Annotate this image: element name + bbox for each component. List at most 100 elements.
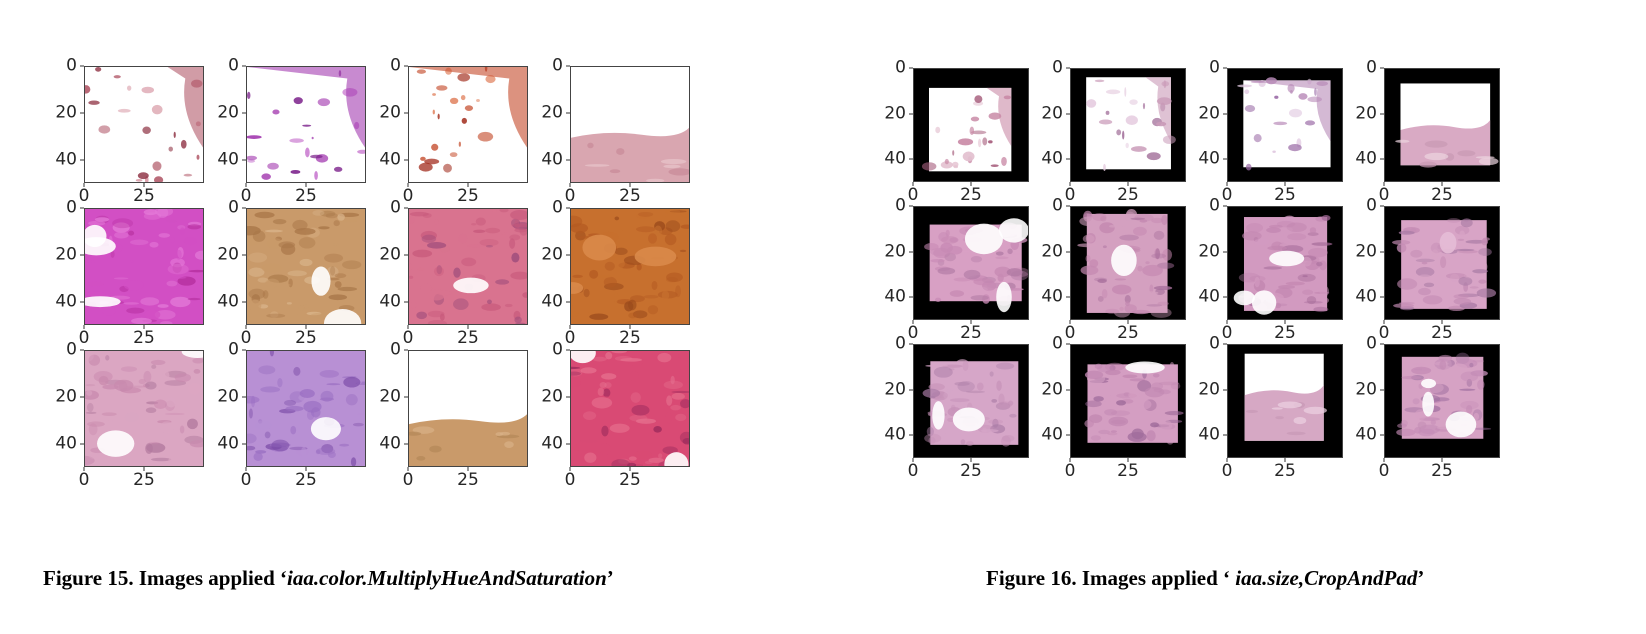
x-tick-label: 25	[1274, 461, 1296, 481]
histology-image	[246, 66, 366, 183]
y-tick-label: 20	[541, 244, 563, 265]
y-tick-mark	[1066, 389, 1070, 391]
x-tick-mark	[970, 458, 972, 462]
x-tick-label: 0	[1221, 323, 1233, 343]
x-tick-label: 25	[960, 461, 982, 481]
y-tick-label: 0	[66, 339, 77, 360]
x-tick-mark	[912, 320, 914, 324]
y-tick-mark	[242, 159, 246, 161]
y-tick-label: 0	[895, 333, 906, 354]
y-tick-mark	[1223, 113, 1227, 115]
y-tick-mark	[242, 254, 246, 256]
y-tick-mark	[1223, 343, 1227, 345]
y-tick-mark	[909, 113, 913, 115]
x-tick-label: 0	[907, 461, 919, 481]
y-tick-mark	[909, 67, 913, 69]
y-tick-mark	[566, 207, 570, 209]
x-tick-mark	[1383, 320, 1385, 324]
figure-caption: Figure 16. Images applied ‘ iaa.size,Cro…	[986, 566, 1424, 591]
y-tick-label: 0	[228, 197, 239, 218]
x-tick-mark	[143, 325, 145, 329]
caption-prefix: Figure 15. Images applied ‘	[43, 566, 288, 590]
histology-image	[913, 68, 1029, 182]
histology-image	[1384, 344, 1500, 458]
histology-image	[246, 208, 366, 325]
y-tick-mark	[1380, 343, 1384, 345]
y-tick-label: 40	[884, 424, 906, 445]
y-tick-label: 40	[1198, 148, 1220, 169]
y-tick-label: 0	[1052, 333, 1063, 354]
x-tick-label: 25	[133, 328, 155, 348]
y-tick-label: 0	[390, 339, 401, 360]
y-tick-mark	[909, 343, 913, 345]
x-tick-label: 25	[457, 328, 479, 348]
x-tick-mark	[1441, 320, 1443, 324]
y-tick-mark	[1223, 251, 1227, 253]
y-tick-label: 40	[217, 433, 239, 454]
x-tick-label: 0	[564, 186, 576, 206]
y-tick-mark	[242, 301, 246, 303]
y-tick-mark	[909, 434, 913, 436]
caption-method: iaa.size,CropAndPad	[1235, 566, 1418, 590]
x-tick-label: 0	[1221, 461, 1233, 481]
y-tick-mark	[909, 205, 913, 207]
histology-image	[84, 66, 204, 183]
histology-image	[84, 350, 204, 467]
caption-suffix: ’	[1417, 566, 1425, 590]
x-tick-label: 25	[960, 323, 982, 343]
x-tick-label: 0	[240, 328, 252, 348]
y-tick-label: 0	[895, 195, 906, 216]
x-tick-label: 0	[1064, 461, 1076, 481]
x-tick-label: 25	[1274, 323, 1296, 343]
y-tick-mark	[566, 443, 570, 445]
x-tick-label: 0	[564, 328, 576, 348]
figure-15: 0 20 40 0 25 0 20 40 0 25 0 20 40 0 25 0 20 40 0 25 0 20 40 0 25…	[0, 0, 820, 634]
y-tick-mark	[1380, 434, 1384, 436]
figure-16: 0 20 40 0 25 0 20 40 0 25 0 20 40 0 25 0 20 40 0 25 0 20 40 0 25…	[880, 0, 1646, 634]
y-tick-mark	[80, 443, 84, 445]
y-tick-mark	[404, 65, 408, 67]
x-tick-label: 25	[1431, 461, 1453, 481]
caption-method: iaa.color.MultiplyHueAndSaturation	[287, 566, 607, 590]
y-tick-label: 40	[541, 291, 563, 312]
y-tick-mark	[1066, 113, 1070, 115]
y-tick-mark	[1066, 158, 1070, 160]
y-tick-mark	[566, 396, 570, 398]
y-tick-mark	[1380, 205, 1384, 207]
x-tick-label: 25	[619, 186, 641, 206]
histology-image	[408, 66, 528, 183]
y-tick-mark	[1223, 205, 1227, 207]
histology-image	[570, 66, 690, 183]
y-tick-mark	[404, 301, 408, 303]
x-tick-label: 25	[1117, 323, 1139, 343]
y-tick-label: 20	[55, 244, 77, 265]
y-tick-label: 20	[217, 386, 239, 407]
y-tick-label: 0	[228, 339, 239, 360]
x-tick-mark	[569, 467, 571, 471]
x-tick-mark	[1069, 458, 1071, 462]
y-tick-mark	[404, 349, 408, 351]
y-tick-label: 20	[379, 386, 401, 407]
y-tick-label: 40	[1041, 286, 1063, 307]
y-tick-mark	[242, 349, 246, 351]
y-tick-label: 0	[390, 197, 401, 218]
x-tick-label: 0	[564, 470, 576, 490]
y-tick-mark	[1380, 67, 1384, 69]
y-tick-label: 40	[217, 149, 239, 170]
y-tick-mark	[1066, 251, 1070, 253]
histology-image	[84, 208, 204, 325]
x-tick-label: 0	[907, 185, 919, 205]
y-tick-mark	[404, 396, 408, 398]
y-tick-mark	[1223, 296, 1227, 298]
x-tick-mark	[1226, 320, 1228, 324]
x-tick-mark	[569, 183, 571, 187]
y-tick-mark	[1380, 113, 1384, 115]
y-tick-label: 40	[541, 149, 563, 170]
y-tick-label: 40	[1041, 424, 1063, 445]
y-tick-label: 20	[55, 102, 77, 123]
y-tick-mark	[242, 207, 246, 209]
y-tick-label: 0	[1209, 195, 1220, 216]
x-tick-label: 25	[1274, 185, 1296, 205]
histology-image	[408, 208, 528, 325]
y-tick-label: 40	[55, 433, 77, 454]
